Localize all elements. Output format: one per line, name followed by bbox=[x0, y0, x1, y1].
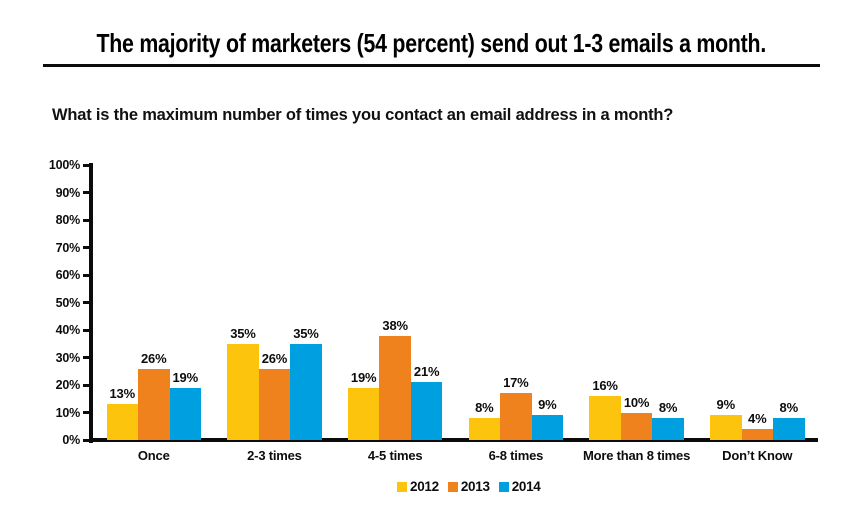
y-tick-mark bbox=[83, 328, 89, 332]
legend-item-2013: 2013 bbox=[447, 479, 490, 494]
y-tick-label: 80% bbox=[55, 213, 81, 227]
bar-value-label: 19% bbox=[172, 369, 199, 385]
bar-2014-4-5-times bbox=[410, 382, 443, 440]
bar-value-label: 8% bbox=[779, 400, 799, 415]
legend-label: 2012 bbox=[410, 479, 439, 494]
bar-value-label: 21% bbox=[413, 364, 440, 380]
bar-value-label: 26% bbox=[141, 350, 167, 366]
bar-2012-once bbox=[106, 404, 138, 440]
y-tick-label: 70% bbox=[55, 240, 81, 255]
bar-2013-4-5-times bbox=[379, 335, 411, 440]
y-tick-label: 50% bbox=[55, 295, 81, 310]
bar-2012-more-than-8-times bbox=[589, 396, 621, 440]
x-category-label: Once bbox=[137, 448, 170, 463]
bar-value-label: 38% bbox=[382, 317, 408, 333]
x-category-label: Don’t Know bbox=[722, 448, 793, 463]
y-tick-mark bbox=[83, 383, 89, 387]
x-category-label: 2-3 times bbox=[247, 448, 302, 463]
chart-headline-text: The majority of marketers (54 percent) s… bbox=[96, 28, 766, 58]
y-tick-mark bbox=[83, 356, 89, 359]
legend-label: 2013 bbox=[460, 479, 490, 494]
y-tick-label: 10% bbox=[55, 405, 81, 420]
y-tick-mark bbox=[83, 246, 89, 249]
bar-2012-4-5-times bbox=[347, 387, 380, 440]
headline-underline bbox=[43, 64, 820, 67]
bar-value-label: 16% bbox=[592, 378, 618, 393]
survey-question: What is the maximum number of times you … bbox=[52, 105, 674, 124]
bar-value-label: 17% bbox=[503, 375, 529, 391]
y-tick-label: 30% bbox=[55, 350, 81, 365]
bar-value-label: 10% bbox=[623, 394, 650, 410]
bar-2014-2-3-times bbox=[290, 343, 322, 440]
legend-label: 2014 bbox=[511, 479, 541, 494]
x-category-label: 6-8 times bbox=[488, 448, 544, 463]
y-tick-label: 20% bbox=[55, 378, 81, 392]
bar-2012-2-3-times bbox=[227, 343, 259, 440]
y-tick-mark bbox=[83, 163, 89, 167]
bar-2014-once bbox=[169, 387, 201, 440]
y-tick-mark bbox=[83, 191, 89, 194]
y-tick-label: 40% bbox=[55, 323, 81, 337]
bar-value-label: 9% bbox=[538, 397, 557, 413]
bar-2013-once bbox=[138, 368, 170, 440]
chart-legend: 2012 2013 2014 bbox=[397, 479, 541, 494]
x-category-label: 4-5 times bbox=[367, 448, 423, 463]
bar-value-label: 4% bbox=[748, 411, 767, 426]
y-tick-mark bbox=[83, 273, 89, 277]
bar-value-label: 35% bbox=[230, 325, 256, 341]
bar-2013-2-3-times bbox=[258, 368, 291, 440]
bar-value-label: 8% bbox=[475, 400, 494, 415]
legend-item-2014: 2014 bbox=[498, 479, 541, 494]
x-category-label: More than 8 times bbox=[582, 448, 691, 463]
y-tick-label: 0% bbox=[62, 433, 80, 447]
chart-headline: The majority of marketers (54 percent) s… bbox=[0, 29, 862, 58]
legend-swatch-icon bbox=[397, 481, 407, 492]
legend-item-2012: 2012 bbox=[397, 479, 439, 494]
bar-2014-more-than-8-times bbox=[652, 418, 684, 440]
y-tick-mark bbox=[83, 411, 89, 414]
bar-value-label: 9% bbox=[716, 397, 736, 413]
bar-value-label: 13% bbox=[109, 386, 136, 402]
bar-value-label: 19% bbox=[350, 369, 377, 385]
y-tick-label: 90% bbox=[55, 185, 81, 200]
bar-value-label: 35% bbox=[293, 325, 319, 341]
bar-value-label: 26% bbox=[261, 350, 288, 366]
y-tick-mark bbox=[83, 301, 89, 304]
y-tick-mark bbox=[83, 438, 89, 442]
legend-swatch-icon bbox=[498, 481, 509, 492]
bar-value-label: 8% bbox=[658, 400, 678, 415]
bar-2014-6-8-times bbox=[531, 415, 564, 440]
bar-2013-6-8-times bbox=[500, 393, 532, 440]
x-axis-line bbox=[89, 438, 818, 442]
bar-2013-more-than-8-times bbox=[620, 412, 653, 440]
legend-swatch-icon bbox=[447, 481, 458, 492]
bar-2012-6-8-times bbox=[468, 418, 501, 440]
bar-2012-don-t-know bbox=[710, 415, 742, 440]
y-tick-label: 60% bbox=[55, 268, 81, 282]
y-axis-line bbox=[89, 163, 93, 443]
bar-2013-don-t-know bbox=[741, 429, 773, 440]
bar-2014-don-t-know bbox=[773, 418, 805, 440]
y-tick-mark bbox=[83, 218, 89, 222]
y-tick-label: 100% bbox=[48, 158, 80, 172]
